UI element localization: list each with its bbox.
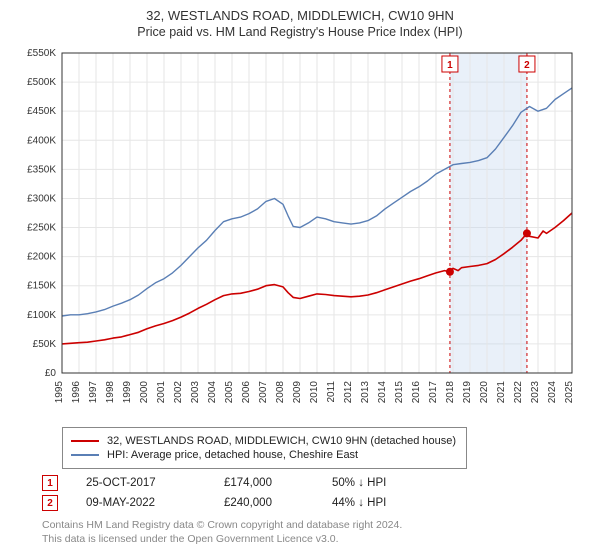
svg-text:2019: 2019 — [462, 381, 473, 404]
plot-area: £0 £50K £100K £150K £200K £250K £300K £350K £400… — [10, 47, 590, 417]
svg-text:1999: 1999 — [122, 381, 133, 404]
sale-row: 1 25-OCT-2017 £174,000 50% ↓ HPI — [42, 475, 590, 491]
svg-text:£500K: £500K — [27, 77, 56, 88]
title-block: 32, WESTLANDS ROAD, MIDDLEWICH, CW10 9HN… — [10, 8, 590, 39]
sale-hpi: 44% ↓ HPI — [332, 497, 432, 509]
svg-text:2017: 2017 — [428, 381, 439, 404]
svg-text:1997: 1997 — [88, 381, 99, 404]
sale-marker-box: 1 — [42, 475, 58, 491]
svg-text:2015: 2015 — [394, 381, 405, 404]
sales-table: 1 25-OCT-2017 £174,000 50% ↓ HPI 2 09-MAY-202… — [42, 475, 590, 511]
sale-price: £240,000 — [224, 497, 304, 509]
legend-label: HPI: Average price, detached house, Ches… — [107, 449, 358, 461]
footer: Contains HM Land Registry data © Crown c… — [42, 519, 590, 546]
legend-row: 32, WESTLANDS ROAD, MIDDLEWICH, CW10 9HN… — [71, 435, 458, 447]
legend-swatch — [71, 454, 99, 456]
title-main: 32, WESTLANDS ROAD, MIDDLEWICH, CW10 9HN — [10, 8, 590, 23]
svg-text:1998: 1998 — [105, 381, 116, 404]
svg-text:£250K: £250K — [27, 223, 56, 234]
svg-text:1996: 1996 — [71, 381, 82, 404]
title-sub: Price paid vs. HM Land Registry's House … — [10, 25, 590, 39]
svg-text:2005: 2005 — [224, 381, 235, 404]
svg-text:2001: 2001 — [156, 381, 167, 404]
svg-text:2012: 2012 — [343, 381, 354, 404]
svg-text:£400K: £400K — [27, 135, 56, 146]
svg-text:2008: 2008 — [275, 381, 286, 404]
legend-label: 32, WESTLANDS ROAD, MIDDLEWICH, CW10 9HN… — [107, 435, 456, 447]
svg-text:2021: 2021 — [496, 381, 507, 404]
sale-date: 09-MAY-2022 — [86, 497, 196, 509]
svg-text:£550K: £550K — [27, 48, 56, 59]
svg-text:2014: 2014 — [377, 381, 388, 404]
svg-text:2010: 2010 — [309, 381, 320, 404]
svg-text:2009: 2009 — [292, 381, 303, 404]
svg-text:2025: 2025 — [564, 381, 575, 404]
svg-text:£200K: £200K — [27, 252, 56, 263]
svg-text:2020: 2020 — [479, 381, 490, 404]
footer-line-1: Contains HM Land Registry data © Crown c… — [42, 519, 590, 533]
legend-row: HPI: Average price, detached house, Ches… — [71, 449, 458, 461]
svg-text:£50K: £50K — [33, 339, 57, 350]
svg-text:1: 1 — [447, 60, 453, 71]
svg-text:£100K: £100K — [27, 310, 56, 321]
svg-text:2022: 2022 — [513, 381, 524, 404]
svg-text:£150K: £150K — [27, 281, 56, 292]
chart-svg: £0 £50K £100K £150K £200K £250K £300K £350K £400… — [10, 47, 590, 417]
sale-marker-box: 2 — [42, 495, 58, 511]
svg-text:2018: 2018 — [445, 381, 456, 404]
svg-text:1995: 1995 — [54, 381, 65, 404]
footer-line-2: This data is licensed under the Open Gov… — [42, 533, 590, 547]
svg-text:2016: 2016 — [411, 381, 422, 404]
svg-text:2023: 2023 — [530, 381, 541, 404]
sale-price: £174,000 — [224, 477, 304, 489]
svg-text:2004: 2004 — [207, 381, 218, 404]
svg-text:2006: 2006 — [241, 381, 252, 404]
chart-container: 32, WESTLANDS ROAD, MIDDLEWICH, CW10 9HN… — [0, 0, 600, 560]
legend: 32, WESTLANDS ROAD, MIDDLEWICH, CW10 9HN… — [62, 427, 467, 469]
svg-text:£300K: £300K — [27, 193, 56, 204]
svg-text:£450K: £450K — [27, 106, 56, 117]
svg-text:2024: 2024 — [547, 381, 558, 404]
svg-text:2003: 2003 — [190, 381, 201, 404]
svg-text:2000: 2000 — [139, 381, 150, 404]
svg-text:2: 2 — [524, 60, 530, 71]
svg-text:£0: £0 — [45, 368, 57, 379]
sale-hpi: 50% ↓ HPI — [332, 477, 432, 489]
sale-date: 25-OCT-2017 — [86, 477, 196, 489]
svg-text:2011: 2011 — [326, 381, 337, 403]
legend-swatch — [71, 440, 99, 442]
svg-text:2007: 2007 — [258, 381, 269, 404]
svg-text:2013: 2013 — [360, 381, 371, 404]
sale-row: 2 09-MAY-2022 £240,000 44% ↓ HPI — [42, 495, 590, 511]
svg-text:£350K: £350K — [27, 164, 56, 175]
svg-text:2002: 2002 — [173, 381, 184, 404]
